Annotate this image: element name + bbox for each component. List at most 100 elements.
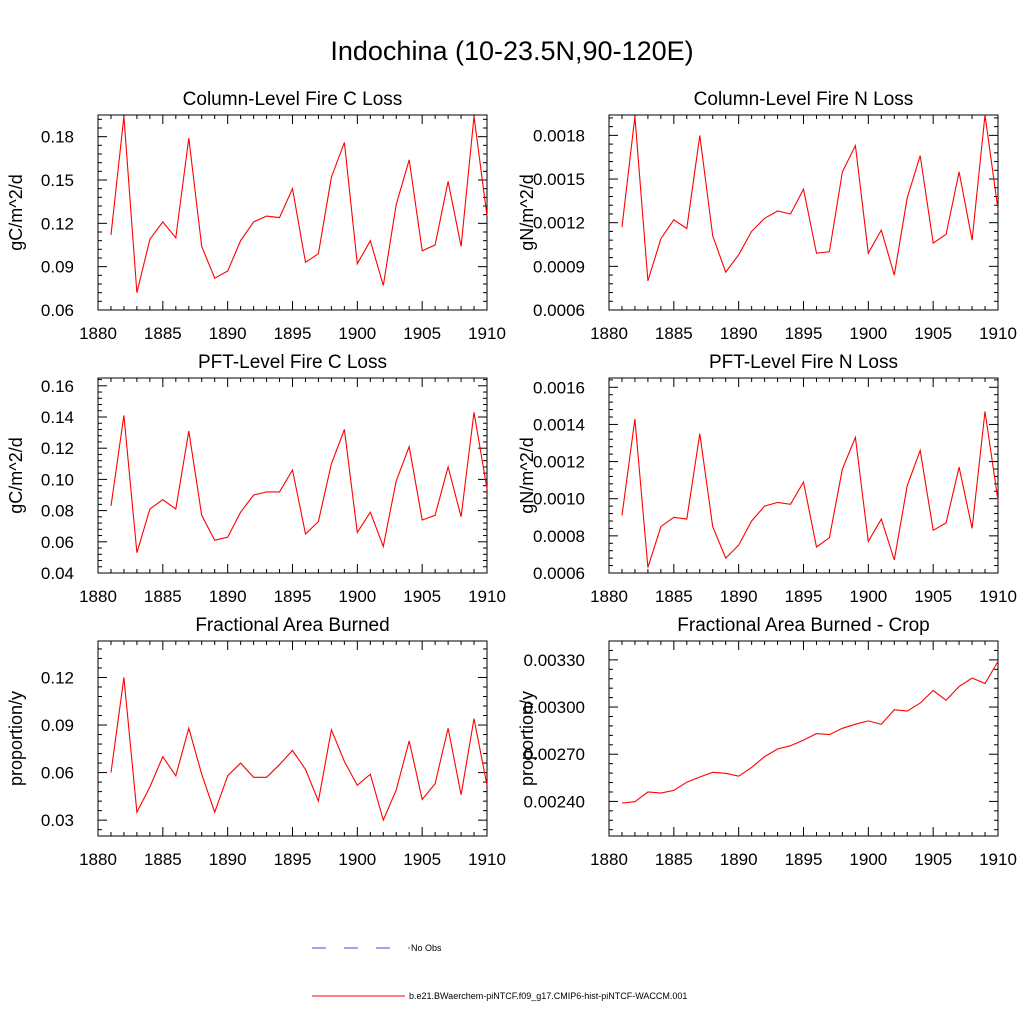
y-axis-label: proportion/y: [517, 691, 537, 786]
x-tick-label: 1880: [79, 324, 117, 343]
panel-1: Column-Level Fire C Loss gC/m^2/d 1880 1885…: [6, 89, 506, 343]
plot-frame: [608, 640, 999, 837]
x-tick-label: 1895: [785, 587, 823, 606]
y-tick-label: 0.00330: [524, 651, 585, 670]
x-tick-label: 1895: [274, 850, 312, 869]
legend-label-no-obs: No Obs: [411, 943, 442, 953]
panel-3: PFT-Level Fire C Loss gC/m^2/d 1880 1885 189…: [6, 352, 506, 606]
y-axis-label: proportion/y: [6, 691, 26, 786]
x-tick-label: 1895: [785, 850, 823, 869]
y-tick-label: 0.06: [41, 301, 74, 320]
series-line: [110, 412, 488, 553]
panel-title: Fractional Area Burned: [195, 615, 389, 636]
y-tick-label: 0.14: [41, 408, 74, 427]
x-tick-label: 1880: [79, 850, 117, 869]
y-tick-label: 0.08: [41, 502, 74, 521]
series-line: [110, 116, 488, 293]
main-title: Indochina (10-23.5N,90-120E): [330, 36, 694, 66]
y-tick-label: 0.03: [41, 811, 74, 830]
x-tick-label: 1895: [785, 324, 823, 343]
x-tick-label: 1885: [144, 587, 182, 606]
panel-4: PFT-Level Fire N Loss gN/m^2/d 1880 1885 189…: [517, 352, 1017, 606]
x-tick-label: 1900: [849, 587, 887, 606]
x-tick-label: 1885: [144, 850, 182, 869]
x-tick-label: 1890: [209, 324, 247, 343]
x-tick-label: 1880: [590, 850, 628, 869]
x-tick-label: 1910: [979, 324, 1017, 343]
series-line: [621, 661, 999, 804]
y-tick-label: 0.16: [41, 377, 74, 396]
x-tick-label: 1895: [274, 324, 312, 343]
x-tick-label: 1900: [338, 587, 376, 606]
x-tick-label: 1905: [403, 587, 441, 606]
legend-label-model: b.e21.BWaerchem-piNTCF.f09_g17.CMIP6-his…: [409, 991, 687, 1001]
y-axis-label: gN/m^2/d: [517, 174, 537, 250]
panel-5: Fractional Area Burned proportion/y 1880 18…: [6, 615, 506, 869]
x-tick-label: 1890: [209, 850, 247, 869]
x-tick-label: 1900: [849, 850, 887, 869]
x-tick-label: 1910: [979, 850, 1017, 869]
y-tick-label: 0.18: [41, 128, 74, 147]
x-tick-label: 1880: [79, 587, 117, 606]
series-line: [621, 114, 999, 282]
x-tick-label: 1890: [720, 324, 758, 343]
x-tick-label: 1890: [720, 850, 758, 869]
y-tick-label: 0.0018: [533, 126, 585, 145]
x-tick-label: 1910: [468, 587, 506, 606]
y-tick-label: 0.10: [41, 470, 74, 489]
panel-title: Fractional Area Burned - Crop: [677, 615, 929, 636]
y-tick-label: 0.12: [41, 214, 74, 233]
y-tick-label: 0.09: [41, 716, 74, 735]
y-tick-label: 0.06: [41, 533, 74, 552]
x-tick-label: 1900: [338, 850, 376, 869]
y-tick-label: 0.0016: [533, 378, 585, 397]
x-tick-label: 1890: [209, 587, 247, 606]
y-tick-label: 0.12: [41, 668, 74, 687]
x-tick-label: 1910: [468, 324, 506, 343]
y-tick-label: 0.15: [41, 171, 74, 190]
x-tick-label: 1905: [403, 324, 441, 343]
y-tick-label: 0.0012: [533, 453, 585, 472]
y-tick-label: 0.00240: [524, 792, 585, 811]
plot-frame: [97, 377, 488, 574]
y-tick-label: 0.0015: [533, 170, 585, 189]
series-line: [110, 677, 488, 822]
x-tick-label: 1885: [655, 587, 693, 606]
panel-title: Column-Level Fire C Loss: [183, 89, 403, 110]
y-axis-label: gN/m^2/d: [517, 437, 537, 513]
y-tick-label: 0.0006: [533, 564, 585, 583]
plot-frame: [608, 114, 999, 311]
x-tick-label: 1910: [979, 587, 1017, 606]
x-tick-label: 1885: [144, 324, 182, 343]
y-axis-label: gC/m^2/d: [6, 437, 26, 513]
panels: Column-Level Fire C Loss gC/m^2/d 1880 1885…: [6, 89, 1017, 869]
x-tick-label: 1905: [914, 850, 952, 869]
y-tick-label: 0.00300: [524, 698, 585, 717]
x-tick-label: 1885: [655, 850, 693, 869]
x-tick-label: 1900: [849, 324, 887, 343]
y-tick-label: 0.06: [41, 764, 74, 783]
plot-frame: [608, 377, 999, 574]
y-tick-label: 0.0006: [533, 301, 585, 320]
legend: No Obs b.e21.BWaerchem-piNTCF.f09_g17.CM…: [312, 943, 687, 1001]
x-tick-label: 1905: [914, 324, 952, 343]
y-tick-label: 0.0009: [533, 257, 585, 276]
x-tick-label: 1880: [590, 324, 628, 343]
y-tick-label: 0.0010: [533, 490, 585, 509]
y-tick-label: 0.00270: [524, 745, 585, 764]
x-tick-label: 1890: [720, 587, 758, 606]
plot-frame: [97, 640, 488, 837]
x-tick-label: 1910: [468, 850, 506, 869]
x-tick-label: 1885: [655, 324, 693, 343]
plot-frame: [97, 114, 488, 311]
x-tick-label: 1905: [914, 587, 952, 606]
panel-title: PFT-Level Fire N Loss: [709, 352, 898, 373]
panel-title: Column-Level Fire N Loss: [694, 89, 914, 110]
y-tick-label: 0.09: [41, 258, 74, 277]
y-tick-label: 0.12: [41, 439, 74, 458]
y-axis-label: gC/m^2/d: [6, 174, 26, 250]
y-tick-label: 0.0014: [533, 415, 585, 434]
series-line: [621, 411, 999, 568]
x-tick-label: 1905: [403, 850, 441, 869]
